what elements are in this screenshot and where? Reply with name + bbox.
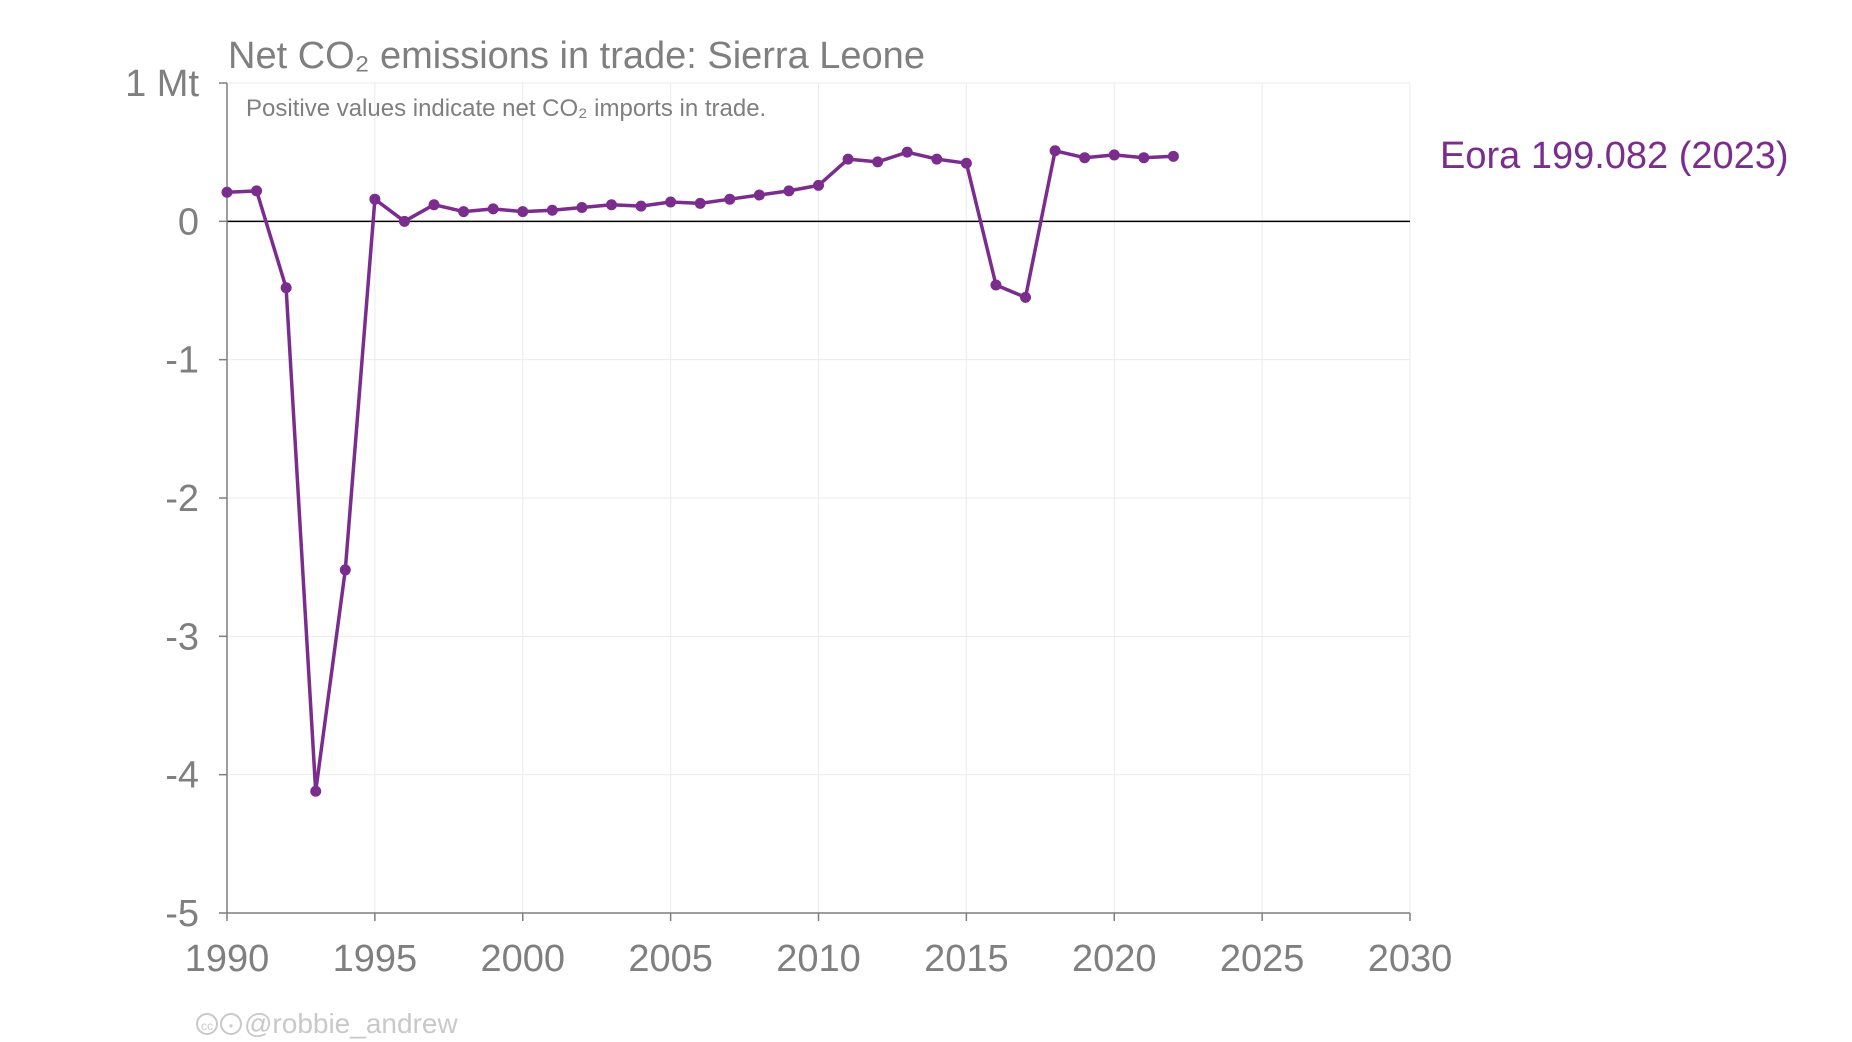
- data-point: [1108, 149, 1120, 161]
- credit-handle: @robbie_andrew: [244, 1008, 458, 1039]
- data-point: [487, 203, 499, 215]
- x-tick-label: 2000: [480, 938, 565, 980]
- data-point: [813, 179, 824, 191]
- y-axis-ticks: 1 Mt 0 -1 -2 -3 -4 -5: [125, 63, 227, 935]
- y-tick-label: 0: [178, 201, 199, 243]
- x-tick-label: 2005: [628, 938, 713, 980]
- x-tick-label: 2025: [1220, 938, 1305, 980]
- data-point: [221, 186, 233, 198]
- data-point: [694, 197, 706, 209]
- y-tick-label: -2: [165, 478, 199, 520]
- data-point: [1167, 150, 1179, 162]
- data-point: [251, 185, 263, 197]
- data-point: [576, 202, 588, 213]
- data-point: [310, 785, 322, 797]
- data-point: [901, 146, 913, 158]
- data-point: [842, 153, 854, 165]
- data-point: [1079, 152, 1091, 164]
- data-point: [458, 206, 470, 218]
- data-point: [517, 206, 529, 218]
- x-tick-label: 2010: [776, 938, 861, 980]
- chart-title: Net CO₂ emissions in trade: Sierra Leone: [228, 35, 925, 77]
- x-tick-label: 2015: [924, 938, 1009, 980]
- y-tick-label: -1: [165, 340, 199, 382]
- y-tick-label: 1 Mt: [125, 63, 199, 105]
- data-point: [665, 196, 677, 208]
- data-point: [931, 153, 943, 165]
- series-line: [226, 149, 1174, 794]
- data-point: [546, 204, 558, 216]
- data-point: [605, 199, 617, 211]
- y-tick-label: -5: [165, 893, 199, 935]
- data-point: [398, 215, 410, 227]
- x-tick-label: 2030: [1368, 938, 1453, 980]
- data-point: [428, 199, 440, 211]
- x-tick-label: 2020: [1072, 938, 1157, 980]
- data-point: [339, 564, 351, 576]
- data-point: [753, 189, 765, 201]
- credit: cc • @robbie_andrew: [196, 1008, 458, 1040]
- data-point: [990, 279, 1002, 291]
- series-label: Eora 199.082 (2023): [1440, 135, 1789, 177]
- data-point: [872, 156, 884, 168]
- data-point: [1049, 145, 1061, 157]
- data-point: [1020, 291, 1032, 303]
- x-axis-ticks: 1990 1995 2000 2005 2010 2015 2020 2025 2030: [185, 913, 1453, 980]
- data-point: [960, 157, 972, 169]
- data-point: [724, 193, 736, 205]
- data-point: [369, 193, 381, 205]
- data-point: [280, 282, 292, 294]
- data-point: [783, 185, 795, 197]
- data-point: [1138, 152, 1150, 164]
- x-tick-label: 1990: [185, 938, 270, 980]
- chart-subtitle: Positive values indicate net CO₂ imports…: [246, 95, 766, 122]
- cc-icon: cc: [196, 1013, 218, 1035]
- grid: [226, 82, 1411, 914]
- by-icon: •: [220, 1013, 242, 1035]
- data-point: [635, 200, 647, 212]
- y-tick-label: -3: [165, 616, 199, 658]
- series-points: [221, 145, 1179, 797]
- y-tick-label: -4: [165, 755, 199, 797]
- x-tick-label: 1995: [333, 938, 418, 980]
